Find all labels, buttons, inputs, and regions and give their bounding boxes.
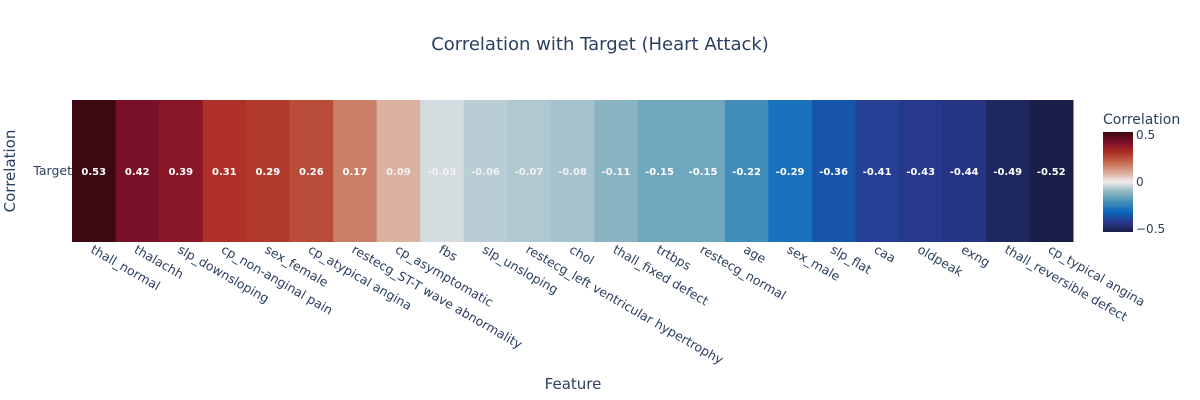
y-tick-label: Target bbox=[32, 163, 72, 178]
cell-value-label: -0.03 bbox=[428, 167, 457, 178]
cell-value-label: 0.09 bbox=[386, 167, 411, 178]
cell-value-label: 0.17 bbox=[343, 167, 368, 178]
colorbar-tick-label: −0.5 bbox=[1136, 222, 1165, 236]
heatmap-cell-sex_female bbox=[246, 100, 291, 242]
colorbar-gradient bbox=[1103, 132, 1133, 232]
y-axis-title: Correlation bbox=[1, 130, 19, 213]
cell-value-label: -0.52 bbox=[1037, 167, 1066, 178]
x-tick-label: fbs bbox=[436, 242, 460, 264]
x-tick-label: slp_unsloping bbox=[480, 242, 561, 297]
heatmap-cell-cp_non-anginal pain bbox=[202, 100, 247, 242]
cell-value-label: 0.39 bbox=[168, 167, 193, 178]
heatmap-cell-slp_unsloping bbox=[463, 100, 508, 242]
cell-value-label: -0.49 bbox=[993, 167, 1022, 178]
heatmap-cell-sex_male bbox=[768, 100, 813, 242]
x-axis-ticks: thall_normalthalachhslp_downslopingcp_no… bbox=[88, 242, 1148, 368]
heatmap-cell-cp_atypical angina bbox=[289, 100, 334, 242]
x-axis-title: Feature bbox=[545, 375, 602, 393]
cell-value-label: -0.07 bbox=[515, 167, 544, 178]
colorbar-title: Correlation bbox=[1103, 112, 1180, 128]
cell-value-label: -0.11 bbox=[602, 167, 631, 178]
cell-value-label: -0.41 bbox=[863, 167, 892, 178]
heatmap-cell-trtbps bbox=[637, 100, 682, 242]
heatmap-cell-chol bbox=[550, 100, 595, 242]
heatmap-cell-thall_normal bbox=[72, 100, 117, 242]
cell-value-label: 0.29 bbox=[256, 167, 281, 178]
colorbar-tick-label: 0 bbox=[1136, 175, 1144, 189]
x-tick-label: caa bbox=[872, 242, 899, 266]
heatmap-cell-restecg_normal bbox=[681, 100, 726, 242]
x-tick-label: oldpeak bbox=[915, 242, 966, 280]
x-tick-label: age bbox=[741, 242, 769, 267]
heatmap-cell-labels: 0.53 0.42 0.39 0.31 0.29 0.26 0.17 0.09 -0.03 -0.… bbox=[81, 167, 1065, 178]
heatmap-cell-cp_typical angina bbox=[1029, 100, 1074, 242]
cell-value-label: -0.08 bbox=[558, 167, 587, 178]
heatmap-cell-slp_flat bbox=[811, 100, 856, 242]
heatmap-cell-slp_downsloping bbox=[159, 100, 204, 242]
cell-value-label: 0.42 bbox=[125, 167, 150, 178]
cell-value-label: -0.36 bbox=[819, 167, 848, 178]
cell-value-label: -0.44 bbox=[950, 167, 979, 178]
colorbar: Correlation 0.5 0 −0.5 bbox=[1103, 112, 1180, 236]
heatmap-cell-thall_fixed defect bbox=[594, 100, 639, 242]
colorbar-tick-label: 0.5 bbox=[1136, 128, 1155, 142]
heatmap-cells bbox=[72, 100, 1074, 242]
cell-value-label: 0.53 bbox=[81, 167, 106, 178]
cell-value-label: -0.43 bbox=[906, 167, 935, 178]
heatmap-cell-thalachh bbox=[115, 100, 160, 242]
cell-value-label: 0.31 bbox=[212, 167, 237, 178]
cell-value-label: -0.06 bbox=[471, 167, 500, 178]
x-tick-label: chol bbox=[567, 242, 597, 268]
heatmap-cell-restecg_left ventricular hypertrophy bbox=[507, 100, 552, 242]
cell-value-label: -0.15 bbox=[689, 167, 718, 178]
cell-value-label: 0.26 bbox=[299, 167, 324, 178]
cell-value-label: -0.22 bbox=[732, 167, 761, 178]
heatmap-cell-caa bbox=[855, 100, 900, 242]
cell-value-label: -0.29 bbox=[776, 167, 805, 178]
chart-title: Correlation with Target (Heart Attack) bbox=[431, 34, 769, 55]
heatmap-cell-fbs bbox=[420, 100, 465, 242]
heatmap-cell-oldpeak bbox=[898, 100, 943, 242]
cell-value-label: -0.15 bbox=[645, 167, 674, 178]
heatmap-cell-exng bbox=[942, 100, 987, 242]
heatmap-cell-restecg_ST-T wave abnormality bbox=[333, 100, 378, 242]
heatmap-cell-age bbox=[724, 100, 769, 242]
heatmap-cell-thall_reversible defect bbox=[985, 100, 1030, 242]
heatmap-cell-cp_asymptomatic bbox=[376, 100, 421, 242]
